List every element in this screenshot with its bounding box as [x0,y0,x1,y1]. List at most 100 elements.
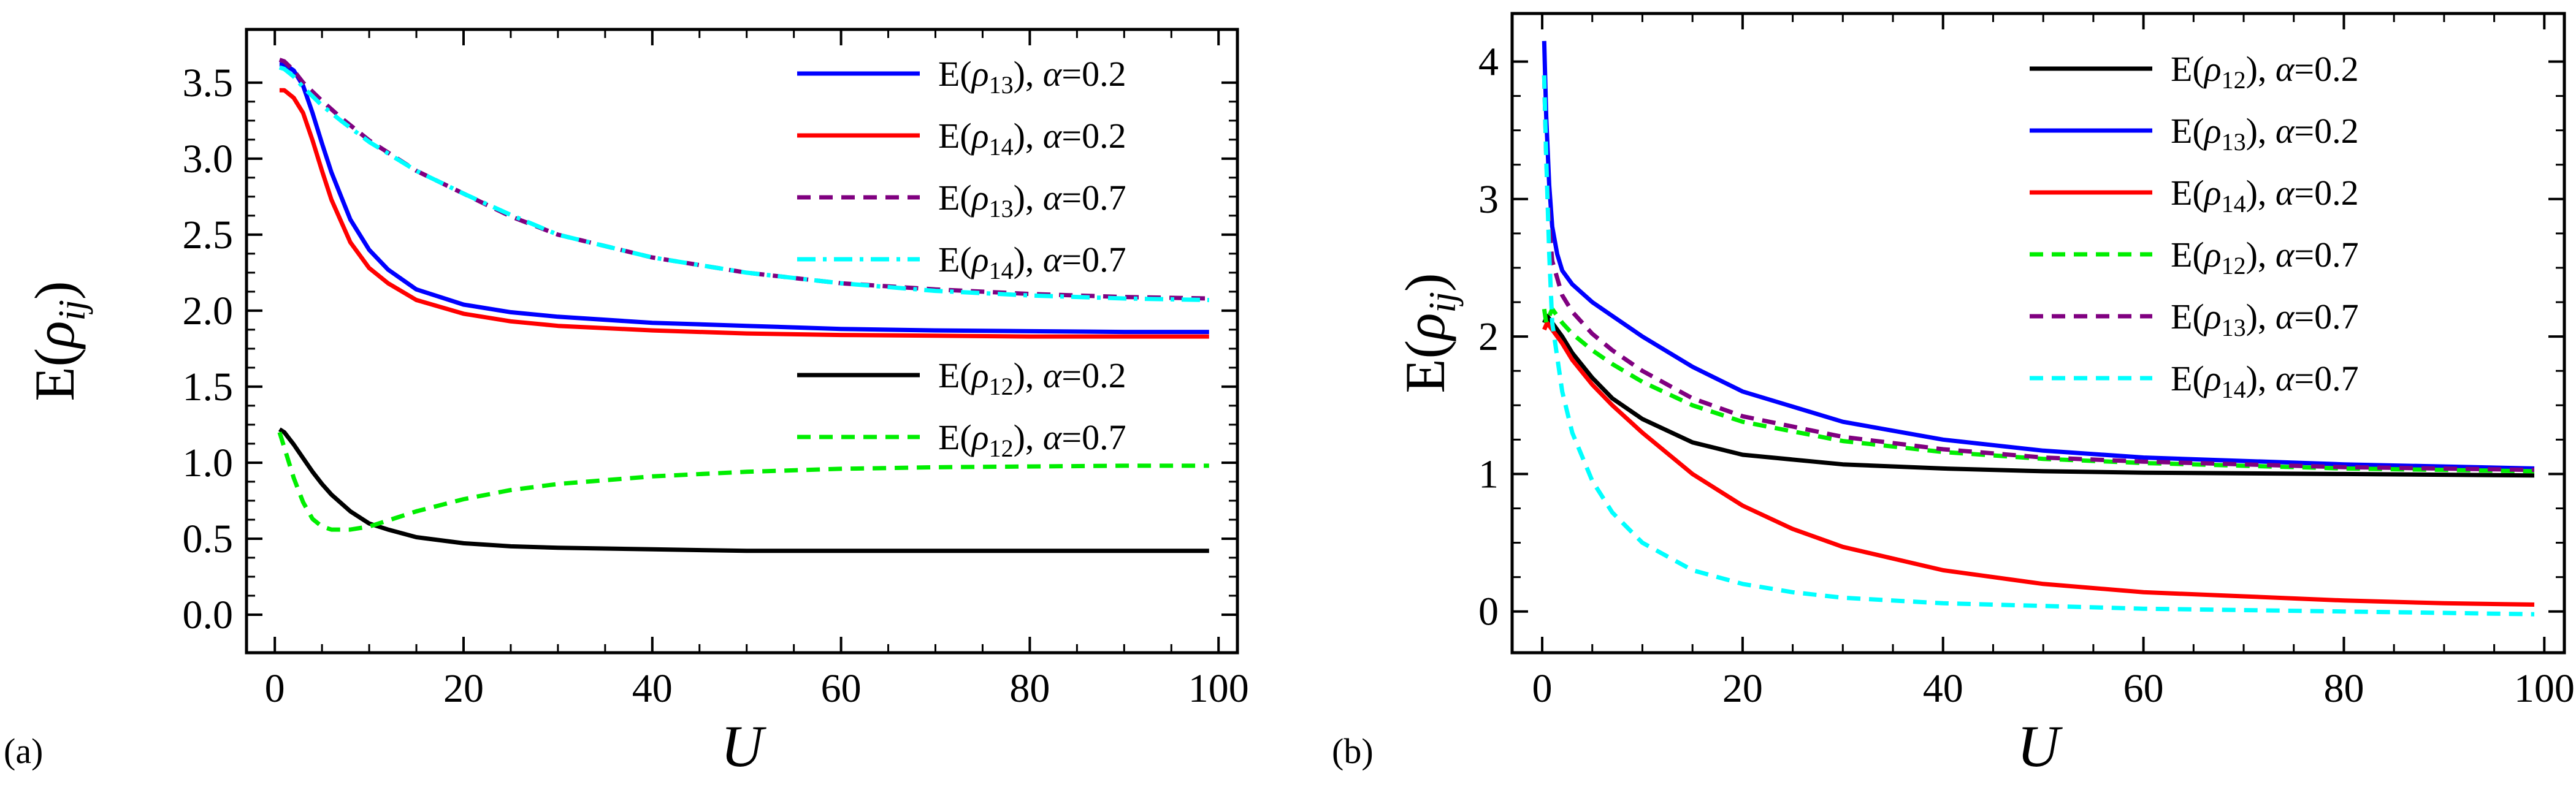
legend-text-base: E( [2171,359,2204,398]
legend-text-base: E( [938,240,972,279]
series-group [277,58,1209,553]
legend-label-rho14-alpha0.2: E(ρ14), α=0.2 [2171,173,2359,218]
legend-text-subscript: 12 [2222,66,2246,94]
legend-text-rho: ρ [971,178,989,218]
series-line-rho12-alpha0.7 [277,431,1209,532]
y-tick-label: 3.0 [183,137,234,181]
legend-text-comma: ), [2246,359,2276,398]
legend-text-comma: ), [2246,173,2276,213]
y-title-close: ) [23,281,86,300]
y-tick-label: 1 [1478,452,1499,496]
legend-text-alpha-value: =0.2 [2294,49,2358,89]
legend-text-comma: ), [1014,178,1043,218]
legend-text-base: E( [938,116,972,156]
legend-text-subscript: 12 [2222,252,2246,279]
y-tick-label: 0.5 [183,517,234,561]
legend-text-alpha-sym: α [1043,240,1063,279]
x-tick-label: 60 [2123,666,2164,711]
legend-text-rho: ρ [971,417,989,457]
legend-text-comma: ), [2246,297,2276,336]
legend-text-base: E( [2171,49,2204,89]
series-line-rho12-alpha0.7 [1542,306,2535,474]
y-title-subscript: ij [1422,292,1464,313]
panel-label-b: (b) [1332,731,1374,771]
x-axis-title: U [720,713,766,779]
legend-text-rho: ρ [2203,49,2222,89]
legend-text-subscript: 14 [989,133,1014,161]
y-title-base: E( [23,348,86,401]
series-line-rho13-alpha0.2 [279,62,1209,335]
legend-text-rho: ρ [2203,297,2222,336]
series-group [1542,40,2535,617]
legend-label-rho12-alpha0.2: E(ρ12), α=0.2 [2171,49,2359,94]
legend-label-rho14-alpha0.2: E(ρ14), α=0.2 [938,116,1126,161]
y-tick-label: 1.0 [183,441,234,485]
legend-text-alpha-value: =0.2 [2294,173,2358,213]
x-tick-label: 40 [1923,666,1963,711]
x-axis-title: U [2017,713,2063,779]
legend-label-rho13-alpha0.7: E(ρ13), α=0.7 [2171,297,2359,341]
legend-text-alpha-sym: α [2276,359,2295,398]
legend-label-rho13-alpha0.2: E(ρ13), α=0.2 [2171,111,2359,156]
legend-text-alpha-sym: α [1043,116,1063,156]
legend-text-subscript: 12 [989,435,1014,462]
y-tick-label: 3 [1478,177,1499,222]
y-tick-label: 2.5 [183,213,234,257]
x-tick-label: 20 [443,666,484,711]
legend-text-subscript: 13 [2222,128,2246,156]
legend-label-rho12-alpha0.7: E(ρ12), α=0.7 [2171,235,2359,279]
y-title-symbol: ρ [23,321,86,350]
legend-text-subscript: 14 [2222,190,2246,218]
y-tick-label: 2.0 [183,289,234,333]
legend-text-rho: ρ [2203,235,2222,275]
legend-text-alpha-value: =0.2 [1061,355,1126,395]
y-tick-label: 0 [1478,590,1499,634]
legend-text-comma: ), [2246,235,2276,275]
legend-text-comma: ), [1014,116,1043,156]
x-tick-label: 0 [1532,666,1553,711]
legend-text-comma: ), [1014,54,1043,94]
legend-label-rho12-alpha0.7: E(ρ12), α=0.7 [938,417,1126,462]
y-title-subscript: ij [52,300,93,321]
series-line-rho12-alpha0.2 [278,427,1209,553]
x-tick-label: 0 [265,666,285,711]
x-tick-label: 100 [2514,666,2575,711]
legend-text-rho: ρ [971,355,989,395]
legend-text-subscript: 14 [2222,376,2246,403]
series-line-rho13-alpha0.7 [1542,75,2535,473]
legend-text-base: E( [2171,173,2204,213]
y-tick-label: 2 [1478,314,1499,359]
legend-text-alpha-value: =0.2 [1061,116,1126,156]
y-tick-label: 1.5 [183,365,234,409]
legend-text-alpha-sym: α [1043,54,1063,94]
x-tick-label: 80 [1009,666,1050,711]
legend-text-base: E( [938,178,972,218]
legend-text-base: E( [938,54,972,94]
legend-text-rho: ρ [971,116,989,156]
legend-text-alpha-value: =0.2 [2294,111,2358,151]
y-tick-label: 0.0 [183,593,234,637]
series-line-rho14-alpha0.7 [278,65,1209,302]
legend-text-base: E( [2171,111,2204,151]
legend-text-alpha-sym: α [2276,173,2295,213]
legend-text-subscript: 14 [989,257,1014,284]
legend-label-rho12-alpha0.2: E(ρ12), α=0.2 [938,355,1126,400]
legend-text-rho: ρ [2203,359,2222,398]
legend-label-rho14-alpha0.7: E(ρ14), α=0.7 [938,240,1126,284]
legend-text-rho: ρ [2203,111,2222,151]
legend-text-comma: ), [2246,49,2276,89]
series-line-rho14-alpha0.7 [1542,75,2535,617]
legend-text-alpha-value: =0.7 [2294,297,2358,336]
legend-text-alpha-value: =0.7 [2294,235,2358,275]
legend-label-rho14-alpha0.7: E(ρ14), α=0.7 [2171,359,2359,403]
legend-text-subscript: 12 [989,373,1014,400]
plot-frame [1510,12,2566,655]
panel-label-a: (a) [4,731,44,771]
series-line-rho13-alpha0.2 [1542,40,2535,471]
legend-text-alpha-value: =0.7 [2294,359,2358,398]
x-tick-label: 40 [632,666,673,711]
legend-text-alpha-sym: α [2276,111,2295,151]
legend-label-rho13-alpha0.2: E(ρ13), α=0.2 [938,54,1126,99]
